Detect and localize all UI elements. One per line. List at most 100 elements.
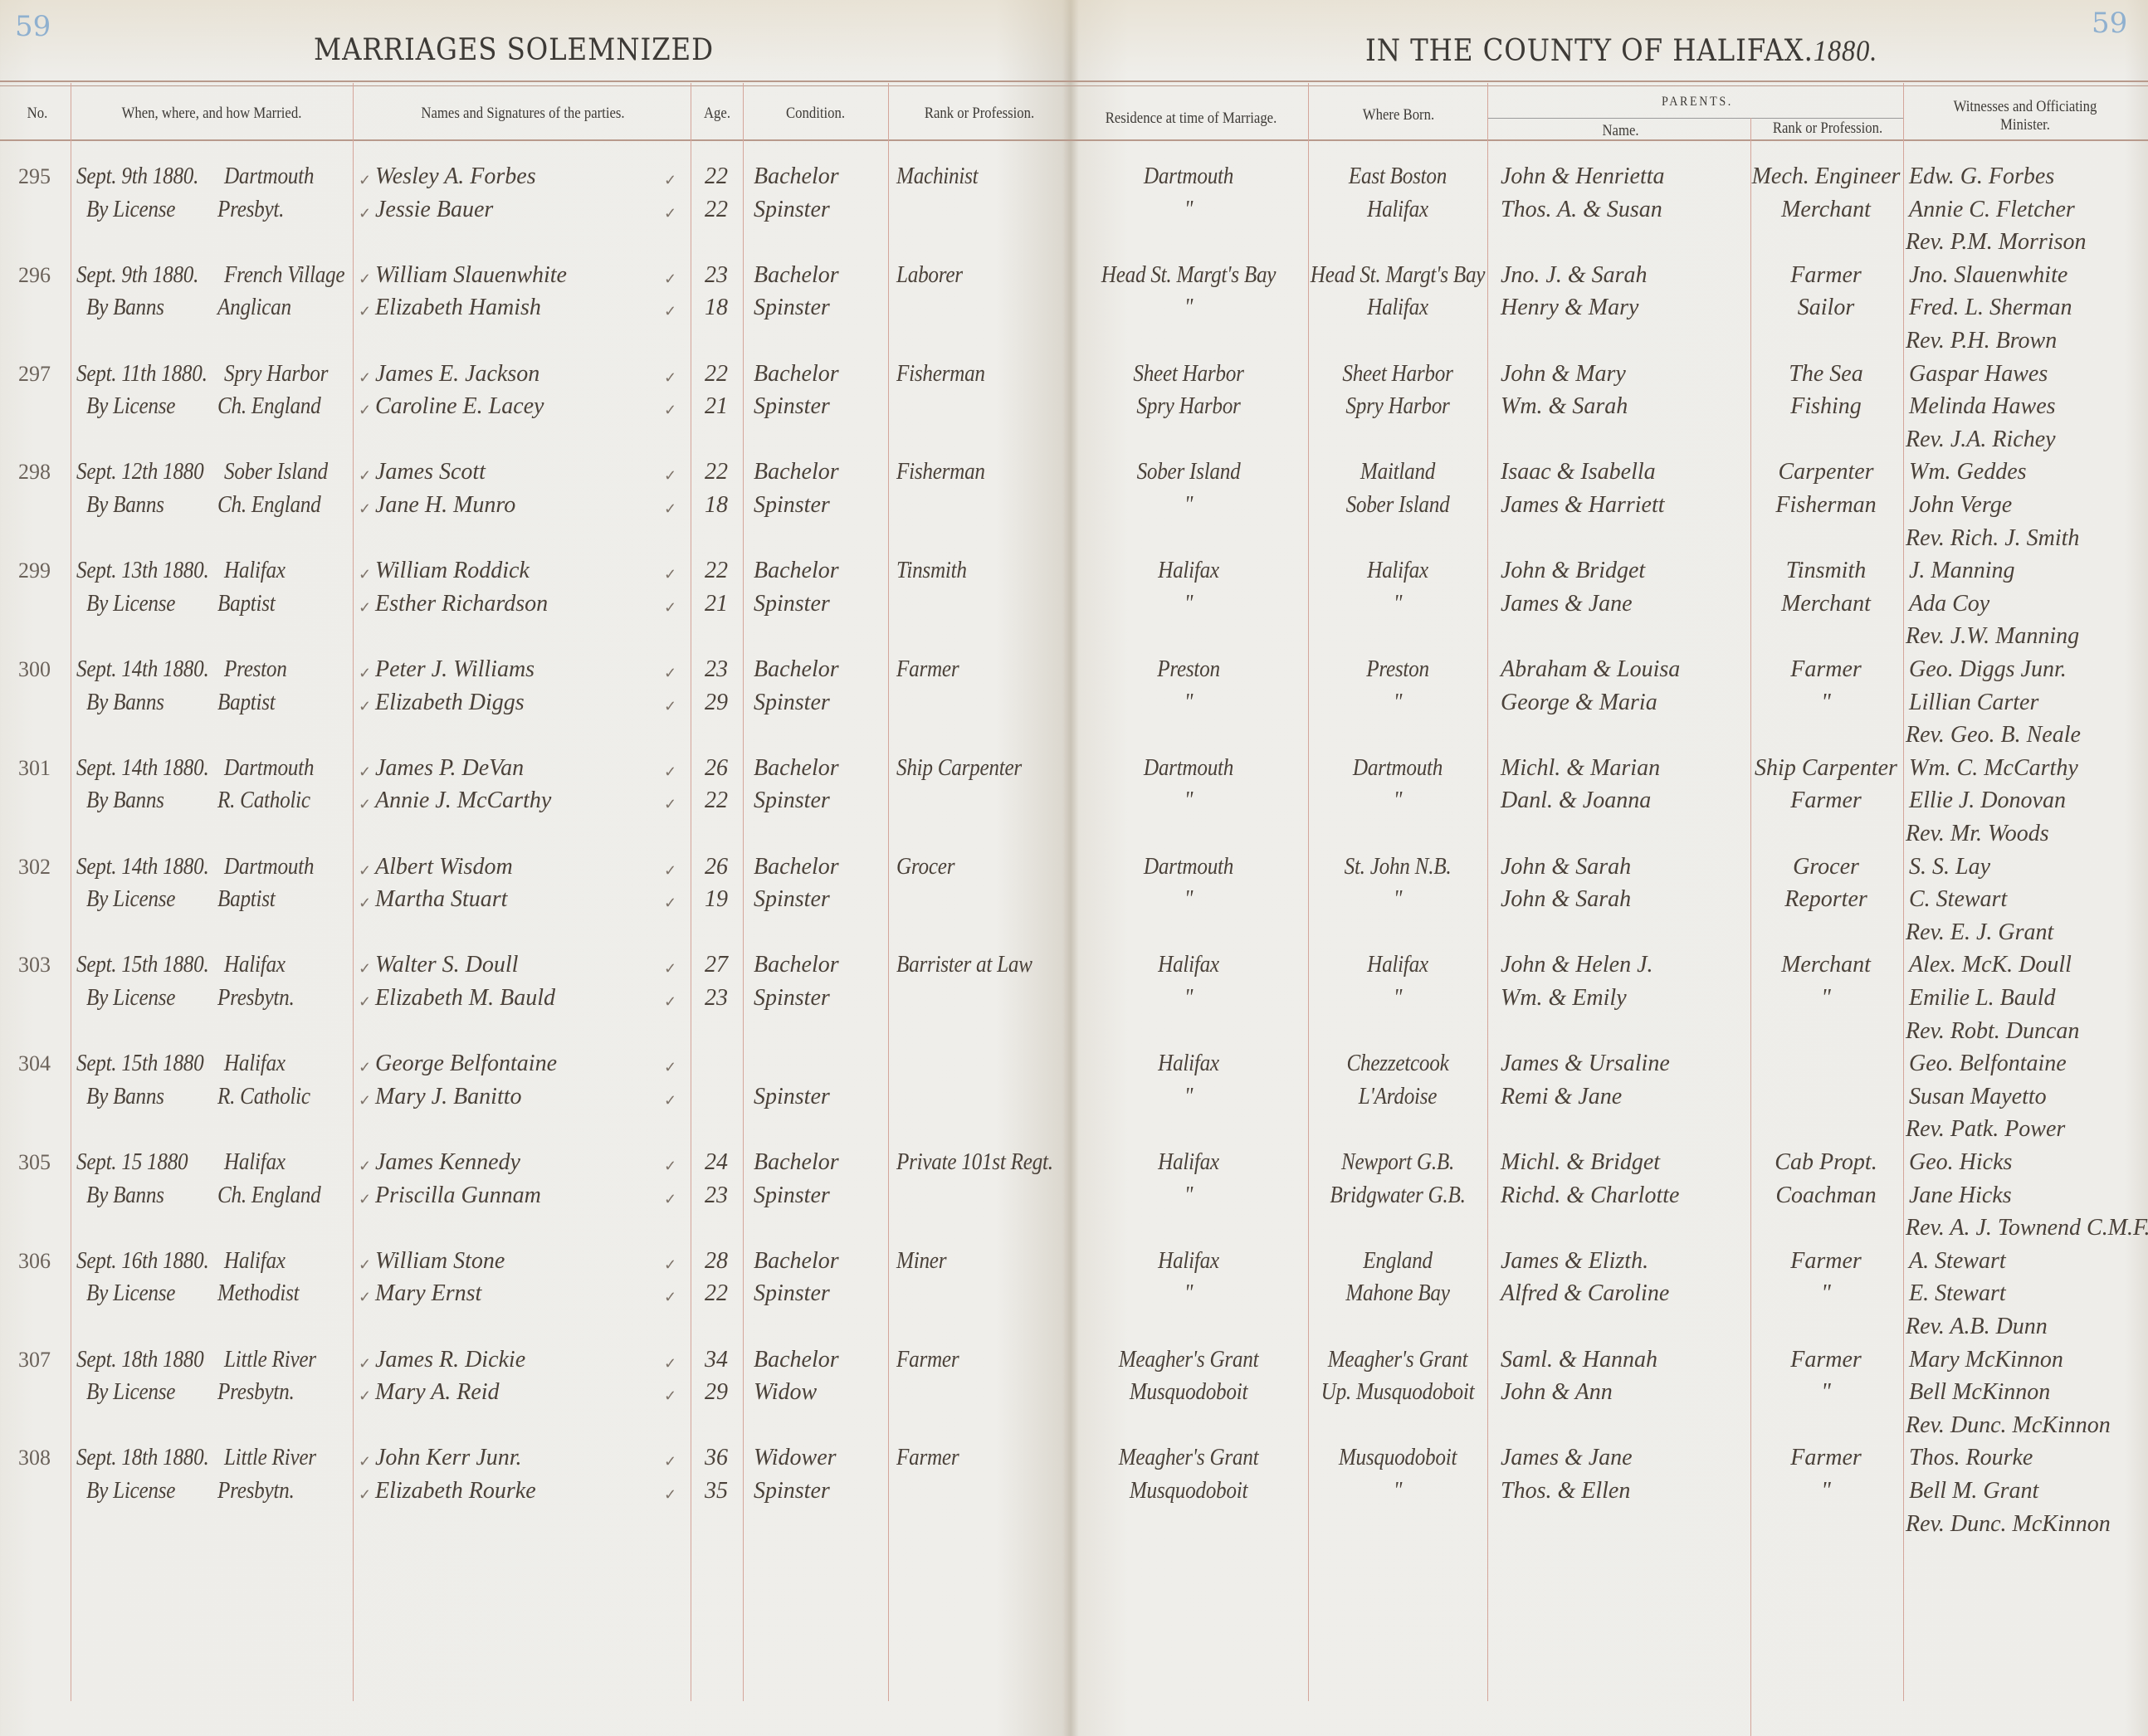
groom-profession: Private 101st Regt. xyxy=(896,1149,1053,1175)
header-witnesses: Witnesses and Officiating Minister. xyxy=(1953,98,2097,134)
entry-number: 295 xyxy=(18,164,51,188)
groom-name: James Kennedy xyxy=(375,1149,520,1175)
groom-condition: Bachelor xyxy=(754,459,839,485)
marriage-place: Halifax xyxy=(224,1149,286,1175)
bride-condition: Spinster xyxy=(754,295,830,321)
groom-profession: Fisherman xyxy=(896,459,985,485)
title-left: MARRIAGES SOLEMNIZED xyxy=(314,33,714,67)
marriage-place: Halifax xyxy=(224,1247,286,1274)
marriage-place: Halifax xyxy=(224,558,286,584)
ruled-lines xyxy=(0,158,2148,1701)
bride-residence: " xyxy=(1184,1280,1194,1307)
bride-age: 29 xyxy=(705,689,728,715)
check-mark-icon: ✓ xyxy=(664,1158,677,1174)
check-mark-icon: ✓ xyxy=(359,1091,372,1109)
groom-birthplace: Chezzetcook xyxy=(1346,1051,1449,1077)
groom-parents: James & Elizth. xyxy=(1501,1247,1649,1274)
bride-birthplace: " xyxy=(1393,590,1403,617)
groom-condition: Bachelor xyxy=(754,261,839,288)
check-mark-icon: ✓ xyxy=(664,1387,677,1405)
groom-condition: Bachelor xyxy=(754,1247,839,1274)
bride-age: 19 xyxy=(705,886,728,913)
page-number-right: 59 xyxy=(2092,7,2128,40)
groom-age: 22 xyxy=(705,360,728,387)
groom-name: George Belfontaine xyxy=(375,1051,558,1077)
groom-birthplace: Sheet Harbor xyxy=(1342,360,1453,387)
bride-parents-rank: " xyxy=(1821,689,1831,715)
witness-2: Jane Hicks xyxy=(1909,1182,2012,1208)
marriage-method: By Banns xyxy=(86,492,164,518)
bride-birthplace: Halifax xyxy=(1367,295,1428,321)
groom-parents-rank: Cab Propt. xyxy=(1775,1149,1877,1175)
bride-birthplace: " xyxy=(1393,985,1403,1011)
marriage-date: Sept. 13th 1880. xyxy=(76,558,209,584)
bride-residence: Spry Harbor xyxy=(1136,393,1241,420)
marriage-place: Halifax xyxy=(224,1051,286,1077)
check-mark-icon: ✓ xyxy=(359,1190,372,1207)
header-bottom-rule xyxy=(0,139,2148,141)
groom-residence: Preston xyxy=(1157,656,1220,682)
bride-parents-rank: Fisherman xyxy=(1775,492,1877,518)
check-mark-icon: ✓ xyxy=(359,1354,372,1372)
check-mark-icon: ✓ xyxy=(664,1091,677,1109)
groom-residence: Dartmouth xyxy=(1143,163,1234,189)
marriage-method: By License xyxy=(86,985,176,1011)
entry-number: 305 xyxy=(18,1150,51,1174)
bride-residence: Musquodoboit xyxy=(1129,1478,1248,1504)
groom-age: 34 xyxy=(705,1346,728,1373)
bride-name: Elizabeth Rourke xyxy=(375,1478,536,1504)
check-mark-icon: ✓ xyxy=(359,303,372,320)
bride-condition: Spinster xyxy=(754,788,830,814)
groom-parents: John & Bridget xyxy=(1501,558,1646,584)
bride-parents: Remi & Jane xyxy=(1501,1083,1623,1109)
marriage-method: By Banns xyxy=(86,295,164,321)
marriage-method: By License xyxy=(86,886,176,913)
witness-2: Ellie J. Donovan xyxy=(1909,788,2066,814)
marriage-place: Dartmouth xyxy=(224,853,315,880)
check-mark-icon: ✓ xyxy=(664,270,677,287)
officiating-minister: Rev. J.A. Richey xyxy=(1906,426,2056,452)
groom-age: 28 xyxy=(705,1247,728,1274)
header-condition: Condition. xyxy=(785,105,846,122)
check-mark-icon: ✓ xyxy=(664,368,677,386)
groom-age: 22 xyxy=(705,163,728,189)
bride-condition: Spinster xyxy=(754,492,830,518)
groom-birthplace: Halifax xyxy=(1367,558,1428,584)
check-mark-icon: ✓ xyxy=(664,598,677,616)
witness-1: Alex. McK. Doull xyxy=(1909,952,2072,978)
groom-parents: Jno. J. & Sarah xyxy=(1501,261,1648,288)
bride-residence: " xyxy=(1184,295,1194,321)
denomination: Presbytn. xyxy=(217,1478,295,1504)
officiating-minister: Rev. P.H. Brown xyxy=(1906,328,2058,354)
check-mark-icon: ✓ xyxy=(664,1059,677,1076)
check-mark-icon: ✓ xyxy=(359,861,372,879)
check-mark-icon: ✓ xyxy=(664,960,677,978)
check-mark-icon: ✓ xyxy=(664,303,677,320)
bride-residence: " xyxy=(1184,1182,1194,1208)
marriage-method: By Banns xyxy=(86,1182,164,1208)
header-residence: Residence at time of Marriage. xyxy=(1105,110,1277,127)
bride-parents: Wm. & Sarah xyxy=(1501,393,1628,420)
check-mark-icon: ✓ xyxy=(664,993,677,1010)
bride-age: 22 xyxy=(705,788,728,814)
groom-condition: Bachelor xyxy=(754,1346,839,1373)
check-mark-icon: ✓ xyxy=(359,1158,372,1174)
bride-parents-rank: " xyxy=(1821,985,1831,1011)
bride-name: Annie J. McCarthy xyxy=(375,788,552,814)
groom-residence: Dartmouth xyxy=(1143,754,1234,781)
witness-2: Fred. L. Sherman xyxy=(1909,295,2072,321)
groom-profession: Barrister at Law xyxy=(896,952,1033,978)
groom-parents: Isaac & Isabella xyxy=(1501,459,1656,485)
denomination: Presbytn. xyxy=(217,1379,295,1406)
bride-parents: George & Maria xyxy=(1501,689,1657,715)
marriage-date: Sept. 14th 1880. xyxy=(76,754,209,781)
bride-condition: Spinster xyxy=(754,985,830,1011)
marriage-date: Sept. 18th 1880 xyxy=(76,1346,204,1373)
column-line xyxy=(1487,83,1488,1701)
bride-parents: Thos. & Ellen xyxy=(1501,1478,1631,1504)
bride-parents: John & Sarah xyxy=(1501,886,1632,913)
groom-age: 26 xyxy=(705,853,728,880)
bride-birthplace: Up. Musquodoboit xyxy=(1321,1379,1475,1406)
check-mark-icon: ✓ xyxy=(359,796,372,813)
groom-parents-rank: Farmer xyxy=(1790,656,1862,682)
